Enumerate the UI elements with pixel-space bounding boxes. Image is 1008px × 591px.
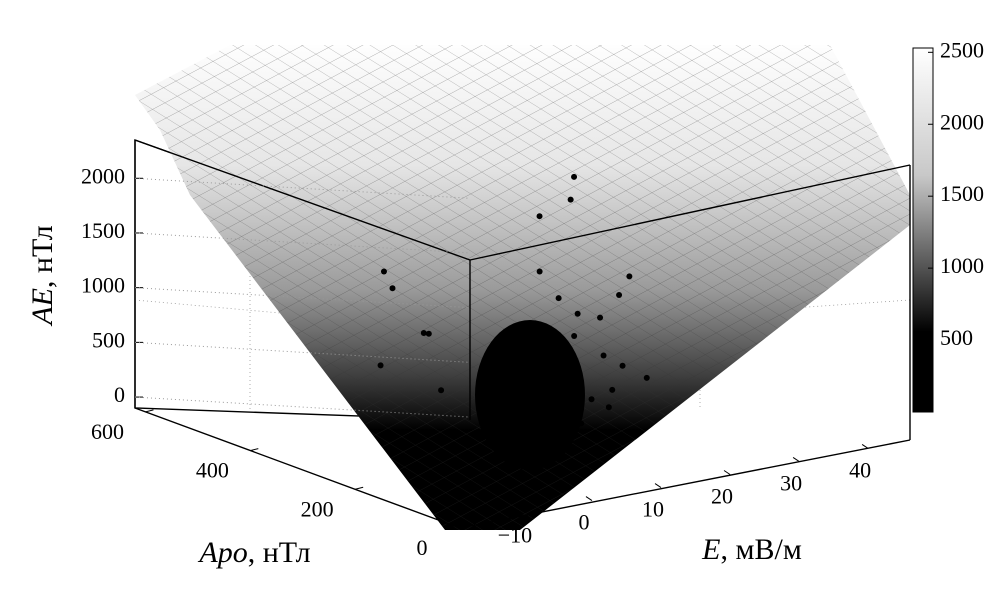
x-tick-label: 0 xyxy=(578,510,589,535)
point xyxy=(605,404,612,411)
z-tick-label: 2000 xyxy=(81,163,125,188)
point xyxy=(574,310,581,317)
point xyxy=(554,413,561,420)
point xyxy=(643,374,650,381)
colorbar-tick-label: 1500 xyxy=(940,181,984,206)
box-edges xyxy=(134,139,911,529)
point xyxy=(571,173,578,180)
colorbar-tick-label: 2000 xyxy=(940,109,984,134)
point xyxy=(547,370,554,377)
z-tick-label: 1500 xyxy=(81,218,125,243)
x-tick xyxy=(516,509,524,515)
y-tick xyxy=(145,409,154,413)
point xyxy=(380,268,387,275)
point xyxy=(578,420,585,427)
point xyxy=(609,386,616,393)
z-tick-label: 0 xyxy=(114,382,125,407)
point xyxy=(571,382,578,389)
y-tick-label: 600 xyxy=(91,419,124,444)
z-tick-label: 1000 xyxy=(81,273,125,298)
colorbar xyxy=(912,47,934,413)
y-tick xyxy=(459,525,469,529)
point xyxy=(616,292,623,299)
point xyxy=(377,362,384,369)
point xyxy=(626,273,633,280)
z-unit: , нТл xyxy=(26,225,59,288)
point xyxy=(567,196,574,203)
y-tick-label: 0 xyxy=(417,535,428,560)
point xyxy=(555,295,562,302)
point xyxy=(571,333,578,340)
y-var: Apo xyxy=(197,536,247,569)
colorbar-tick-label: 500 xyxy=(940,325,973,350)
point xyxy=(502,329,509,336)
y-unit: , нТл xyxy=(248,536,311,569)
y-tick-label: 200 xyxy=(301,496,334,521)
x-tick-label: 40 xyxy=(849,457,871,482)
x-tick-label: −10 xyxy=(498,523,532,548)
point xyxy=(536,268,543,275)
y-axis-label: Apo, нТл xyxy=(197,536,310,569)
x-tick xyxy=(585,496,593,502)
point xyxy=(389,285,396,292)
x-tick-label: 30 xyxy=(780,471,802,496)
point xyxy=(521,367,528,374)
point xyxy=(481,371,488,378)
x-tick xyxy=(792,457,800,462)
z-tick-label: 500 xyxy=(92,327,125,352)
dense-cluster xyxy=(475,320,585,470)
point xyxy=(536,213,543,220)
x-tick xyxy=(654,483,662,488)
y-tick xyxy=(355,486,364,490)
point xyxy=(425,330,432,337)
z-axis-label: AE, нТл xyxy=(26,225,59,327)
colorbar-tick-label: 1000 xyxy=(940,253,984,278)
y-tick-label: 400 xyxy=(196,458,229,483)
point xyxy=(420,330,427,337)
x-tick-label: 10 xyxy=(642,497,664,522)
x-tick-label: 20 xyxy=(711,484,733,509)
x-tick xyxy=(723,470,731,475)
point xyxy=(588,396,595,403)
point xyxy=(519,342,526,349)
x-tick xyxy=(861,443,869,449)
point xyxy=(600,352,607,359)
colorbar-tick-label: 2500 xyxy=(940,37,984,62)
point xyxy=(619,362,626,369)
point xyxy=(538,352,545,359)
x-axis-label: E, мВ/м xyxy=(701,533,802,566)
x-unit: , мВ/м xyxy=(721,533,802,566)
point xyxy=(597,314,604,321)
y-tick xyxy=(250,448,259,452)
x-var: E xyxy=(701,533,720,566)
z-var: AE xyxy=(26,288,59,327)
point xyxy=(438,387,445,394)
